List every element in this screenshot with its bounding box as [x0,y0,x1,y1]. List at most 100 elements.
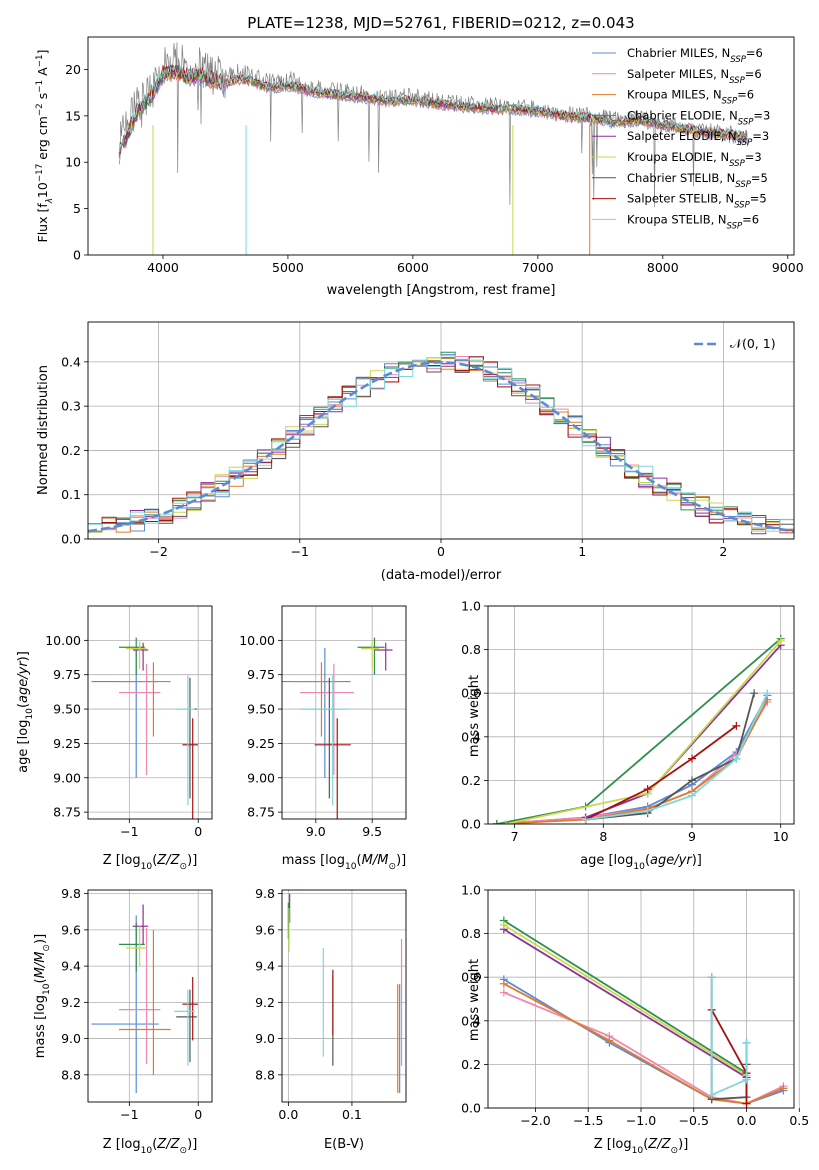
mass-weight-line [585,725,737,821]
age-vs-Z-frame [87,605,213,820]
weight-vs-age-xtick-label: 7 [511,829,519,844]
mass-weight-marker [688,776,696,785]
residuals-ytick-label: 0.0 [61,532,81,547]
spectrum-ylabel-part: A [35,67,50,80]
legend-entry-text: Salpeter MILES, N [627,67,729,81]
mass-weight-line [505,640,782,824]
residuals-ytick-label: 0.3 [61,399,81,414]
weight-vs-age-xtick-label: 8 [599,829,607,844]
legend-entry-label: Salpeter ELODIE, NSSP=3 [627,129,769,148]
legend-entry-sub: SSP [729,159,745,169]
mass-weight-marker [750,689,759,698]
mass-vs-Z-ytick-label: 9.4 [61,959,81,974]
ageMass-xlabel-part: ( [357,853,362,868]
spectrum-panel: 4000 5000 6000 7000 8000 9000 0 5 10 15 20 Chabrier… [65,36,804,275]
legend-entry-sub: SSP [730,55,746,65]
spectrum-ylabel-part: −2 [35,103,45,116]
legend-entry-sub: SSP [729,76,745,86]
weight-vs-Z-ytick-label: 1.0 [461,883,481,898]
age-vs-Z-ytick-label: 9.25 [53,736,81,751]
age-vs-Z-ytick-label: 10.00 [45,633,81,648]
spectrum-ylabel-part: −1 [35,54,45,67]
mass-vs-ebv-xtick-label: 0.0 [278,1107,298,1122]
age-vs-mass-ytick-label: 9.75 [247,667,275,682]
spectrum-xtick-label: 6000 [397,260,429,275]
mass-weight-marker [732,754,741,763]
mass-vs-ebv-ytick-label: 9.6 [255,922,275,937]
mass-vs-Z-ytick-label: 9.8 [61,886,81,901]
residuals-xtick-label: −1 [291,544,309,559]
ageZ-xlabel-part: Z [log [103,853,141,868]
weightZ-xlabel-part: ⊙ [671,1146,679,1156]
legend-entry-label: Salpeter STELIB, NSSP=5 [627,192,767,211]
weight-vs-age-ytick-label: 0.4 [461,729,481,744]
age-vs-mass-ytick-label: 9.50 [247,702,275,717]
ageMass-xlabel-part: M/M [362,853,389,868]
ageZ-ylabel-part: age/yr [16,660,31,703]
mass-vs-ebv-ytick-label: 9.2 [255,995,275,1010]
mass-weight-line [710,977,748,1097]
spectrum-ytick-label: 15 [65,108,81,123]
spectrum-ytick-label: 0 [73,248,81,263]
ageZ-ylabel-part: ( [16,703,31,708]
ageZ-xlabel-part: 10 [141,862,153,872]
spectrum-xtick-label: 4000 [147,260,179,275]
ageZ-ylabel-part: 10 [25,708,35,720]
spectrum-ylabel-part: s [35,93,50,104]
ageMass-xlabel-part: ⊙ [388,862,396,872]
spectrum-ylabel-part: erg cm [35,116,50,164]
ageMass-xlabel: mass [log10(M/M⊙)] [282,853,406,872]
weightAge-xlabel-part: )] [692,853,702,868]
mass-vs-Z-panel: −1 0 8.8 9.0 9.2 9.4 9.6 9.8 [61,886,213,1122]
massZ-ylabel-part: ( [33,978,48,983]
weight-vs-Z-ytick-label: 0.0 [461,1101,481,1116]
age-vs-mass-ytick-label: 9.00 [247,770,275,785]
spectrum-ytick-label: 5 [73,201,81,216]
mass-weight-marker [499,920,508,929]
massZ-xlabel-part: ⊙ [180,1146,188,1156]
weight-vs-age-plot-area [492,634,785,824]
mass-vs-Z-ytick-label: 9.6 [61,922,81,937]
legend-entry-tail: =5 [750,192,767,206]
massZ-xlabel: Z [log10(Z/Z⊙)] [103,1137,198,1156]
mass-vs-Z-plot-area [91,904,198,1093]
legend-entry-label: Kroupa MILES, NSSP=6 [627,88,754,107]
spectrum-ytick-label: 20 [65,62,81,77]
age-vs-Z-panel: −1 0 8.75 9.00 9.25 9.50 9.75 10.00 [45,605,213,839]
weight-vs-age-panel: 7 8 9 10 0.0 0.2 0.4 0.6 0.8 1.0 [461,599,795,844]
mass-weight-marker [688,791,696,800]
residuals-xtick-label: 2 [719,544,727,559]
legend-entry-text: Kroupa ELODIE, N [627,150,729,164]
legend-entry-text: Salpeter STELIB, N [627,192,734,206]
spectrum-xlabel: wavelength [Angstrom, rest frame] [327,283,556,298]
mass-weight-line [496,694,769,824]
massZ-ylabel: mass [log10(M/M⊙)] [33,934,52,1058]
mass-weight-marker [742,1075,751,1084]
mass-weight-marker [688,754,696,763]
mass-weight-marker [499,979,508,988]
ageZ-xlabel-part: ⊙ [180,862,188,872]
legend-entry-tail: =3 [752,129,769,143]
weightAge-xlabel: age [log10(age/yr)] [580,853,702,872]
weightAge-xlabel-part: ( [645,853,650,868]
weight-vs-age-ytick-label: 1.0 [461,599,481,614]
ageZ-xlabel-part: Z/Z [156,853,180,868]
ageZ-ylabel-part: age [log [16,720,31,773]
mass-vs-ebv-ytick-label: 8.8 [255,1067,275,1082]
legend-entry-sub: SSP [734,201,750,211]
weightAge-ylabel: mass weight [467,675,482,757]
mass-vs-Z-ytick-label: 9.0 [61,1031,81,1046]
mass-vs-ebv-xtick-label: 0.1 [342,1107,362,1122]
spectrum-xtick-label: 5000 [272,260,304,275]
ageZ-xlabel-part: ( [152,853,157,868]
mass-weight-marker [776,636,785,645]
spectrum-xtick-label: 9000 [772,260,804,275]
weightAge-xlabel-part: 10 [633,862,645,872]
residuals-ylabel: Normed distribution [36,365,51,495]
weight-vs-Z-xtick-label: −0.5 [679,1113,709,1128]
mass-vs-ebv-panel: 0.0 0.1 8.8 9.0 9.2 9.4 9.6 9.8 [255,886,407,1122]
mass-vs-ebv-plot-area [287,893,403,1093]
legend-entry-text: Chabrier STELIB, N [627,171,735,185]
mass-weight-line [503,982,784,1105]
